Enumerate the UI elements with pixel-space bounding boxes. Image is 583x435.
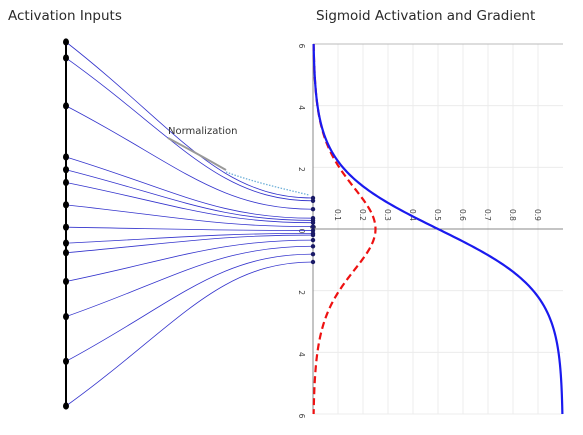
normalization-label: Normalization (168, 126, 238, 137)
input-points (63, 38, 316, 410)
normalized-point (310, 207, 316, 212)
normalized-point (310, 220, 316, 225)
normalization-line (65, 226, 314, 231)
input-point (63, 153, 69, 161)
z-tick-label: 4 (297, 352, 306, 357)
normalization-line (65, 253, 314, 362)
input-point (63, 277, 69, 286)
normalization-line (65, 204, 314, 228)
z-tick-label: 4 (297, 105, 306, 110)
input-point (63, 357, 69, 365)
normalization-line (65, 245, 314, 317)
normalized-point (310, 251, 316, 257)
input-point (63, 223, 69, 231)
input-point (63, 201, 69, 209)
activation-inputs-title: Activation Inputs (8, 8, 122, 24)
z-tick-label: 6 (297, 414, 306, 419)
normalization-line (65, 239, 314, 282)
z-tick-label: 0 (297, 229, 306, 234)
normalization-line (65, 156, 314, 219)
input-point (63, 102, 69, 110)
normalized-point (310, 244, 316, 249)
normalized-point (310, 198, 316, 204)
input-point (63, 312, 69, 321)
activation-tick-label: 0.5 (433, 209, 442, 221)
input-point (63, 249, 69, 257)
normalization-line (65, 182, 314, 224)
activation-tick-label: 0.9 (533, 209, 542, 221)
input-point (63, 38, 69, 46)
normalized-point (310, 224, 316, 229)
normalized-point (310, 259, 316, 265)
normalization-line (65, 169, 314, 221)
sigmoid-chart-title: Sigmoid Activation and Gradient (316, 8, 536, 24)
chart-curves (312, 43, 564, 415)
input-point (63, 239, 69, 247)
normalization-line (65, 261, 314, 407)
sigmoid-curve (312, 43, 564, 415)
input-point (63, 54, 69, 62)
normalization-line (65, 41, 314, 199)
normalization-line (65, 105, 314, 210)
normalization-line (65, 234, 314, 254)
input-point (63, 178, 69, 187)
normalization-line (65, 232, 314, 244)
z-tick-label: 2 (297, 167, 306, 172)
activation-tick-label: 0.3 (383, 209, 392, 221)
activation-tick-label: 0.1 (333, 209, 342, 221)
input-point (63, 402, 69, 410)
z-tick-label: 2 (297, 290, 306, 295)
activation-tick-label: 0.2 (358, 209, 367, 221)
activation-tick-label: 0.7 (483, 209, 492, 221)
normalization-line (65, 57, 314, 202)
normalization-highlight (167, 137, 227, 171)
input-point (63, 166, 69, 174)
normalization-fan (65, 41, 314, 407)
z-tick-label: 6 (297, 44, 306, 49)
normalized-point (310, 237, 316, 243)
normalized-point (310, 232, 316, 238)
activation-tick-label: 0.6 (458, 209, 467, 221)
activation-tick-label: 0.8 (508, 209, 517, 221)
